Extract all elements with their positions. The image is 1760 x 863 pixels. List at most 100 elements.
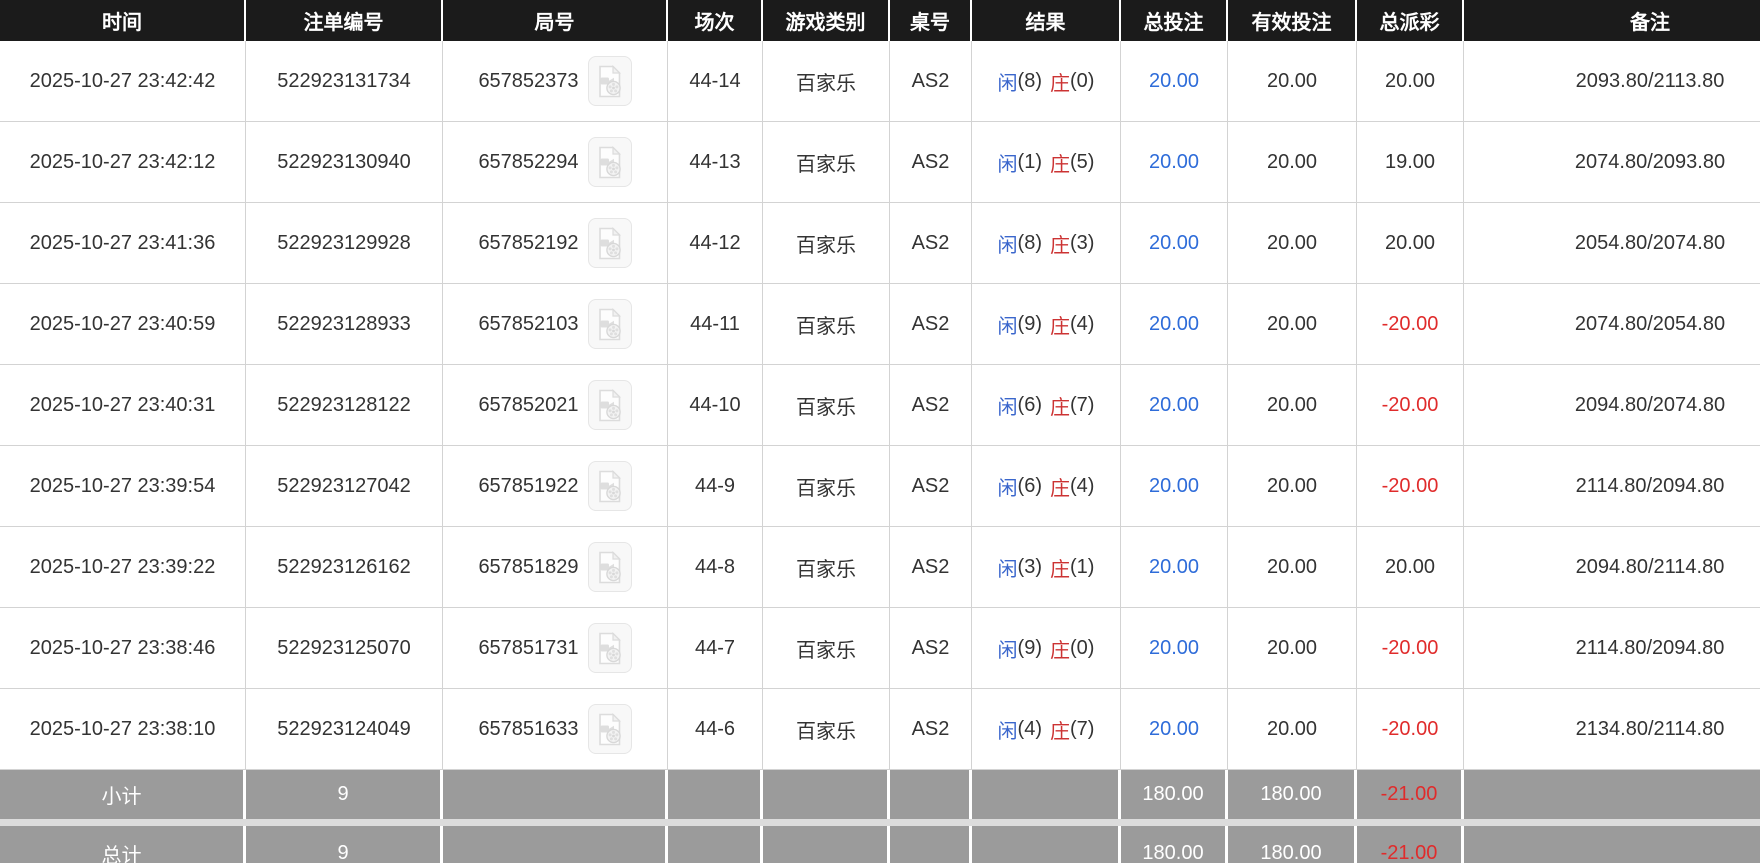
valid-bet-cell: 20.00 — [1228, 122, 1357, 202]
banker-result-count: (7) — [1070, 717, 1095, 740]
session-cell: 44-11 — [668, 284, 763, 364]
col-header-valid-bet: 有效投注 — [1228, 0, 1357, 41]
game-type-cell: 百家乐 — [763, 527, 890, 607]
col-header-bet-id: 注单编号 — [246, 0, 443, 41]
remark-cell: 2074.80/2093.80 — [1574, 150, 1726, 173]
table-row: 2025-10-27 23:38:46 522923125070 6578517… — [0, 608, 1760, 689]
table-row: 2025-10-27 23:39:54 522923127042 6578519… — [0, 446, 1760, 527]
player-result-label: 闲 — [997, 234, 1018, 257]
bet-id-cell: 522923128933 — [246, 284, 443, 364]
session-cell: 44-12 — [668, 203, 763, 283]
round-cell: 657852192 — [443, 203, 668, 283]
remark-cell: 2054.80/2074.80 — [1574, 231, 1726, 254]
total-bet-cell: 20.00 — [1121, 284, 1228, 364]
table-no-cell: AS2 — [890, 689, 972, 769]
banker-result-count: (7) — [1070, 393, 1095, 416]
subtotal-valid-bet: 180.00 — [1228, 770, 1357, 819]
time-cell: 2025-10-27 23:38:46 — [0, 608, 246, 688]
footer-divider — [0, 819, 1760, 826]
player-result-count: (6) — [1017, 393, 1042, 416]
banker-result-label: 庄 — [1050, 234, 1070, 257]
total-bet-link[interactable]: 20.00 — [1148, 717, 1200, 740]
round-number: 657852294 — [478, 150, 579, 173]
video-replay-button[interactable] — [587, 461, 632, 511]
total-bet-link[interactable]: 20.00 — [1148, 231, 1200, 254]
video-replay-button[interactable] — [587, 56, 632, 106]
bet-id-cell: 522923127042 — [246, 446, 443, 526]
valid-bet-cell: 20.00 — [1228, 446, 1357, 526]
total-bet-cell: 20.00 — [1121, 365, 1228, 445]
banker-result-count: (4) — [1070, 474, 1095, 497]
video-replay-button[interactable] — [587, 299, 632, 349]
total-bet-link[interactable]: 20.00 — [1148, 636, 1200, 659]
valid-bet-cell: 20.00 — [1228, 365, 1357, 445]
banker-result-count: (0) — [1070, 69, 1095, 92]
game-type-cell: 百家乐 — [763, 203, 890, 283]
table-no-cell: AS2 — [890, 446, 972, 526]
round-cell: 657851829 — [443, 527, 668, 607]
round-number: 657851731 — [478, 636, 579, 659]
game-type-cell: 百家乐 — [763, 689, 890, 769]
subtotal-row: 小计 9 180.00 180.00 -21.00 — [0, 770, 1760, 819]
banker-result-label: 庄 — [1050, 315, 1070, 338]
total-bet-link[interactable]: 20.00 — [1148, 69, 1200, 92]
total-total-bet: 180.00 — [1121, 826, 1228, 863]
session-cell: 44-7 — [668, 608, 763, 688]
total-empty-table — [890, 826, 972, 863]
total-bet-link[interactable]: 20.00 — [1148, 150, 1200, 173]
subtotal-empty-game — [763, 770, 890, 819]
video-file-icon — [599, 307, 621, 340]
video-file-icon — [599, 550, 621, 583]
player-result-label: 闲 — [997, 477, 1018, 500]
subtotal-empty-remark — [1464, 770, 1760, 819]
bet-id-cell: 522923131734 — [246, 41, 443, 121]
total-empty-remark — [1464, 826, 1760, 863]
total-empty-game — [763, 826, 890, 863]
round-cell: 657851922 — [443, 446, 668, 526]
total-bet-link[interactable]: 20.00 — [1148, 312, 1200, 335]
round-cell: 657852373 — [443, 41, 668, 121]
video-file-icon — [599, 631, 621, 664]
video-replay-button[interactable] — [587, 623, 632, 673]
table-no-cell: AS2 — [890, 527, 972, 607]
banker-result-label: 庄 — [1050, 153, 1070, 176]
result-cell: 闲 (9) 庄 (0) — [972, 608, 1121, 688]
bet-id-cell: 522923124049 — [246, 689, 443, 769]
total-bet-cell: 20.00 — [1121, 446, 1228, 526]
col-header-time: 时间 — [0, 0, 246, 41]
game-type-cell: 百家乐 — [763, 608, 890, 688]
total-bet-link[interactable]: 20.00 — [1148, 555, 1200, 578]
total-bet-link[interactable]: 20.00 — [1148, 474, 1200, 497]
payout-cell: 19.00 — [1357, 122, 1464, 202]
video-replay-button[interactable] — [587, 137, 632, 187]
time-cell: 2025-10-27 23:38:10 — [0, 689, 246, 769]
col-header-payout: 总派彩 — [1357, 0, 1464, 41]
table-no-cell: AS2 — [890, 122, 972, 202]
valid-bet-cell: 20.00 — [1228, 203, 1357, 283]
player-result-count: (9) — [1017, 636, 1042, 659]
payout-cell: 20.00 — [1357, 203, 1464, 283]
table-no-cell: AS2 — [890, 41, 972, 121]
bet-id-cell: 522923126162 — [246, 527, 443, 607]
table-no-cell: AS2 — [890, 608, 972, 688]
video-file-icon — [599, 712, 621, 745]
video-file-icon — [599, 64, 621, 97]
total-payout: -21.00 — [1357, 826, 1464, 863]
banker-result-count: (1) — [1070, 555, 1095, 578]
round-number: 657852373 — [478, 69, 579, 92]
total-bet-cell: 20.00 — [1121, 122, 1228, 202]
video-replay-button[interactable] — [587, 218, 632, 268]
video-replay-button[interactable] — [587, 380, 632, 430]
bet-id-cell: 522923128122 — [246, 365, 443, 445]
remark-cell: 2094.80/2074.80 — [1574, 393, 1726, 416]
col-header-result: 结果 — [972, 0, 1121, 41]
subtotal-label: 小计 — [0, 770, 246, 819]
total-bet-link[interactable]: 20.00 — [1148, 393, 1200, 416]
video-replay-button[interactable] — [587, 542, 632, 592]
total-bet-cell: 20.00 — [1121, 41, 1228, 121]
video-replay-button[interactable] — [587, 704, 632, 754]
round-number: 657852021 — [478, 393, 579, 416]
player-result-count: (9) — [1017, 312, 1042, 335]
player-result-label: 闲 — [997, 396, 1018, 419]
